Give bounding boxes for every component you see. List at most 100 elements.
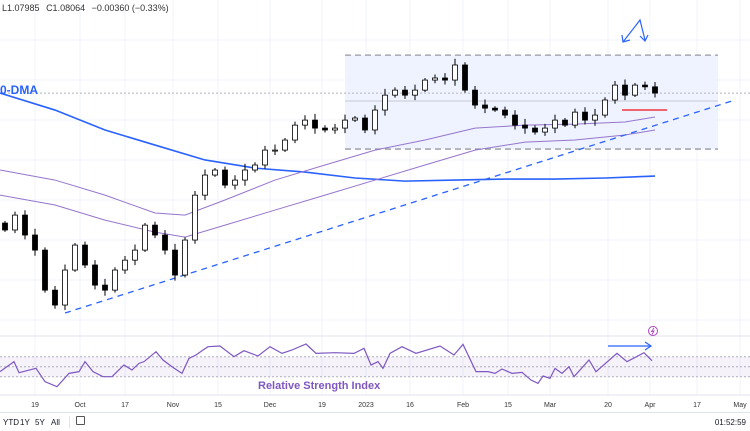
candle-bearish — [92, 264, 98, 286]
x-tick-label: Nov — [166, 402, 180, 409]
candle-bullish — [262, 149, 268, 166]
x-tick-label: 17 — [121, 402, 129, 409]
candle-bearish — [502, 109, 508, 116]
price-chart[interactable] — [0, 0, 750, 412]
candle-bullish — [202, 174, 208, 196]
legend-low: L1.07985 — [2, 3, 40, 13]
candle-bullish — [252, 164, 258, 171]
candle-bearish — [172, 249, 178, 276]
candle-bearish — [582, 111, 588, 121]
candle-bullish — [122, 259, 128, 271]
candle-bullish — [332, 127, 338, 131]
candle-bullish — [292, 124, 298, 141]
candle-bearish — [162, 234, 168, 251]
candle-bearish — [82, 244, 88, 266]
rsi-label: Relative Strength Index — [258, 380, 381, 392]
candle-bearish — [442, 77, 448, 81]
candle-bullish — [192, 194, 198, 241]
candle-bearish — [312, 119, 318, 129]
ma-lower-line — [0, 129, 656, 238]
ma-upper-line — [0, 116, 656, 216]
candle-bullish — [232, 179, 238, 186]
candle-bearish — [622, 84, 628, 96]
candle-bearish — [652, 86, 658, 94]
candle-bullish — [62, 269, 68, 306]
candle-bearish — [472, 89, 478, 106]
bottom-toolbar: YTD 1Y 5Y All 01:52:59 — [0, 412, 750, 431]
x-tick-label: 2023 — [358, 402, 374, 409]
rsi-band — [0, 356, 750, 377]
x-tick-label: Mar — [543, 402, 557, 409]
candle-bullish — [432, 77, 438, 81]
toolbar-divider — [69, 416, 70, 428]
candle-bullish — [452, 64, 458, 81]
candle-bearish — [42, 249, 48, 291]
range-box — [345, 55, 718, 150]
candle-bullish — [272, 149, 278, 152]
range-ytd-button[interactable]: YTD — [3, 418, 19, 427]
candle-bullish — [352, 117, 358, 121]
x-tick-label: Apr — [644, 402, 656, 409]
ohlc-legend: L1.07985 C1.08064 −0.00360 (−0.33%) — [2, 3, 173, 13]
annotation-zigzag — [622, 18, 646, 43]
x-tick-label: 16 — [406, 402, 414, 409]
candle-bearish — [522, 124, 528, 129]
candle-bullish — [602, 99, 608, 116]
x-tick-label: 15 — [214, 402, 222, 409]
candle-bullish — [612, 84, 618, 101]
candle-bearish — [492, 107, 498, 111]
candle-bullish — [242, 169, 248, 181]
candle-bearish — [512, 114, 518, 126]
range-all-button[interactable]: All — [51, 418, 60, 427]
x-tick-label: Feb — [456, 402, 470, 409]
candle-bullish — [282, 139, 288, 151]
candle-bullish — [112, 269, 118, 291]
candle-bearish — [482, 104, 488, 109]
candle-bullish — [372, 109, 378, 131]
x-tick-label: 20 — [604, 402, 612, 409]
candle-bullish — [182, 239, 188, 276]
x-tick-label: Dec — [263, 402, 277, 409]
candle-bullish — [392, 89, 398, 96]
candle-bearish — [562, 119, 568, 126]
x-tick-label: Oct — [74, 402, 86, 409]
calendar-icon[interactable] — [76, 416, 85, 425]
x-tick-label: 19 — [318, 402, 326, 409]
candle-bullish — [552, 119, 558, 129]
candle-bearish — [642, 84, 648, 88]
rsi-line — [0, 343, 653, 388]
candle-bullish — [142, 224, 148, 251]
candle-bullish — [632, 84, 638, 96]
candle-bullish — [592, 114, 598, 121]
candle-bullish — [422, 79, 428, 91]
candle-bullish — [12, 214, 18, 231]
candle-bearish — [532, 127, 538, 133]
candle-bullish — [542, 127, 548, 133]
candle-bullish — [572, 111, 578, 126]
candle-bearish — [52, 289, 58, 306]
candle-bullish — [212, 169, 218, 176]
arrow-head-icon — [644, 341, 653, 351]
candle-bearish — [222, 169, 228, 186]
range-5y-button[interactable]: 5Y — [35, 418, 45, 427]
candle-bullish — [412, 89, 418, 96]
candle-bearish — [2, 222, 8, 231]
arrow-head-icon — [639, 34, 649, 43]
legend-change: −0.00360 (−0.33%) — [91, 3, 169, 13]
clock: 01:52:59 — [714, 418, 746, 427]
candle-bullish — [302, 119, 308, 126]
candle-bullish — [342, 119, 348, 129]
candle-bearish — [152, 224, 158, 236]
candle-bearish — [22, 214, 28, 236]
x-tick-label: 19 — [31, 402, 39, 409]
range-1y-button[interactable]: 1Y — [20, 418, 30, 427]
legend-close: C1.08064 — [46, 3, 86, 13]
candle-bullish — [72, 244, 78, 271]
candle-bearish — [102, 284, 108, 291]
candle-bearish — [32, 234, 38, 251]
candle-bearish — [462, 64, 468, 91]
x-tick-label: 15 — [504, 402, 512, 409]
candle-bearish — [322, 127, 328, 131]
candle-bullish — [132, 249, 138, 261]
trendline — [64, 99, 736, 314]
